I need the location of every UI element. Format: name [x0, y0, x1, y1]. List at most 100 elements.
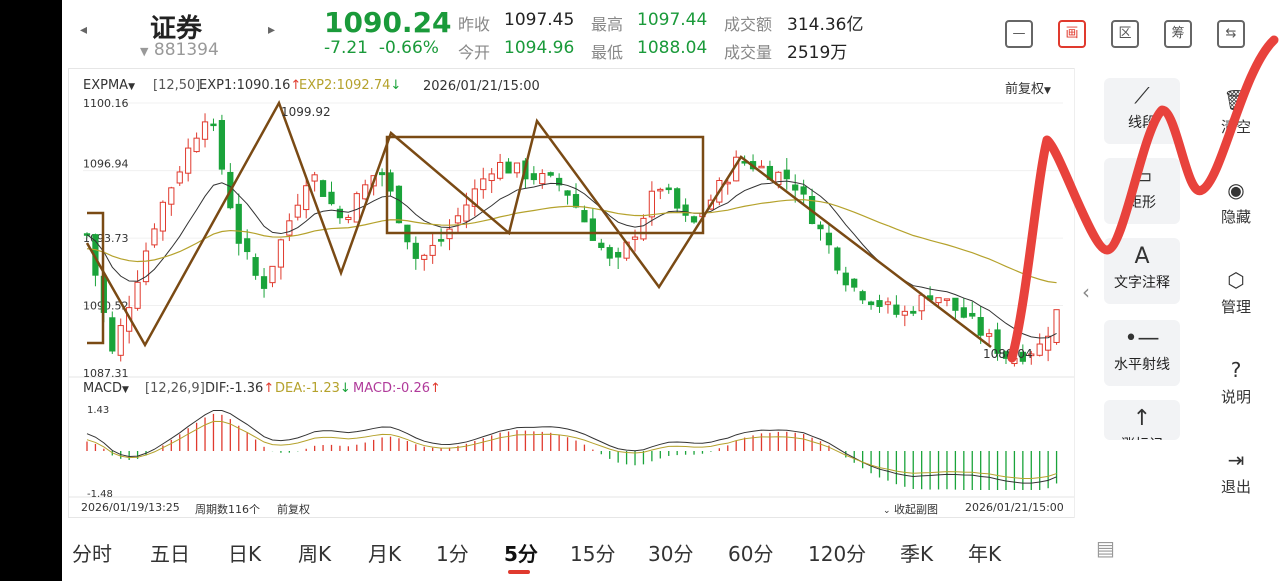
y-tick-label: 1087.31	[83, 367, 129, 380]
period-tab[interactable]: 1分	[436, 542, 469, 566]
side-action-label: 退出	[1220, 478, 1251, 496]
side-action-label: 清空	[1220, 118, 1251, 136]
candle-down	[606, 247, 613, 259]
draw-tool-text-annotation[interactable]: A 文字注释	[1104, 238, 1180, 304]
period-tab[interactable]: 月K	[368, 542, 402, 566]
period-tab[interactable]: 五日	[150, 542, 190, 566]
side-action-help[interactable]: ? 说明	[1208, 358, 1264, 407]
eye-icon: ◉	[1227, 178, 1245, 202]
main-indicator-name: EXPMA	[83, 78, 129, 93]
period-tab[interactable]: 周K	[298, 542, 332, 566]
prev-stock-icon[interactable]: ◂	[80, 22, 88, 38]
candle-up	[935, 297, 942, 304]
up-arrow-icon: ↑	[429, 381, 441, 396]
draw-tool-horizontal-ray[interactable]: •— 水平射线	[1104, 320, 1180, 386]
candle-down	[792, 184, 799, 191]
side-action-eye[interactable]: ◉ 隐藏	[1208, 178, 1264, 227]
candle-up	[142, 250, 150, 283]
candle-up	[648, 190, 655, 218]
kline-chart-panel[interactable]: EXPMA▼ [12,50] EXP1:1090.16↑ EXP2:1092.7…	[68, 68, 1080, 518]
candle-down	[800, 186, 807, 195]
candle-up	[117, 325, 124, 356]
current-price: 1090.24	[324, 6, 452, 39]
dea-line	[86, 420, 1057, 479]
macd-text: MACD:-0.26	[353, 381, 430, 396]
drawing-icon[interactable]: 画	[1058, 20, 1086, 48]
period-tab[interactable]: 年K	[968, 542, 1002, 566]
quote-value: 1088.04	[637, 38, 708, 58]
candle-down	[210, 123, 217, 127]
period-tab[interactable]: 分时	[72, 542, 112, 566]
stock-code-selector[interactable]: ▼ 881394	[140, 40, 219, 60]
side-action-label: 说明	[1220, 388, 1251, 406]
candle-down	[859, 291, 866, 301]
draw-tool-label: 涨标记	[1104, 434, 1180, 440]
exp1-text: EXP1:1090.16	[199, 78, 291, 93]
peak-price-label: 1099.92	[281, 105, 331, 119]
candle-down	[328, 191, 335, 205]
dif-text: DIF:-1.36	[205, 381, 264, 396]
candle-up	[918, 294, 925, 312]
period-tab[interactable]: 120分	[808, 542, 867, 566]
side-action-exit[interactable]: ⇥ 退出	[1208, 448, 1264, 497]
end-time: 2026/01/21/15:00	[965, 501, 1064, 514]
candle-up	[539, 173, 546, 185]
candle-down	[952, 297, 959, 311]
candle-down	[252, 257, 259, 276]
kline-chart-canvas[interactable]: 1100.161096.941093.731090.521087.311099.…	[69, 69, 1079, 517]
exp1-value: EXP1:1090.16↑	[199, 78, 301, 93]
candle-up	[353, 193, 360, 223]
main-indicator-params: [12,50]	[153, 78, 201, 93]
candle-down	[589, 218, 596, 241]
up-arrow-icon: ↑	[290, 78, 302, 93]
side-action-settings[interactable]: ⬡ 管理	[1208, 268, 1264, 317]
candle-down	[876, 300, 883, 307]
draw-tool-line-segment[interactable]: ⟋ 线段	[1104, 78, 1180, 144]
candle-up	[185, 147, 192, 174]
candle-up	[513, 162, 521, 174]
up-arrow-icon: ↑	[1132, 406, 1152, 431]
period-tab[interactable]: 60分	[728, 542, 774, 566]
app-window: ◂ ▸ 证券 ▼ 881394 1090.24 -7.21 -0.66% 昨收 …	[62, 0, 1280, 581]
main-indicator-selector[interactable]: EXPMA▼	[83, 78, 135, 93]
price-change: -7.21 -0.66%	[324, 38, 439, 58]
collapse-icon: ⌄	[883, 506, 891, 516]
candle-up	[1045, 335, 1052, 351]
period-tab[interactable]: 季K	[900, 542, 934, 566]
side-action-trash[interactable]: 🗑 清空	[1208, 88, 1264, 137]
candle-down	[893, 304, 900, 315]
period-tab[interactable]: 日K	[228, 542, 262, 566]
side-action-label: 管理	[1220, 298, 1251, 316]
draw-tool-rectangle[interactable]: ▭ 矩形	[1104, 158, 1180, 224]
candle-down	[977, 317, 984, 336]
sub-indicator-selector[interactable]: MACD▼	[83, 381, 129, 396]
chip-icon[interactable]: 筹	[1164, 20, 1192, 48]
period-tab[interactable]: 15分	[570, 542, 616, 566]
candle-down	[867, 301, 875, 306]
collapse-toolbar-icon[interactable]: ‹	[1082, 280, 1090, 304]
candle-up	[311, 174, 318, 182]
draw-tool-up-arrow[interactable]: ↑ 涨标记	[1104, 400, 1180, 440]
candle-down	[842, 272, 849, 286]
device-switch-icon[interactable]: ⇆	[1217, 20, 1245, 48]
candle-down	[505, 161, 512, 174]
period-tab[interactable]: 5分	[504, 542, 538, 566]
minus-box-icon[interactable]: —	[1005, 20, 1033, 48]
active-tab-indicator	[508, 570, 530, 574]
candle-up	[345, 216, 352, 221]
candle-down	[960, 307, 967, 318]
collapse-sub-button[interactable]: ⌄ 收起副图	[883, 501, 938, 517]
quote-value: 2519万	[787, 43, 848, 63]
stock-code: 881394	[153, 40, 219, 60]
low-price-label: 1088.04	[983, 347, 1033, 361]
candle-up	[901, 310, 908, 316]
period-tab[interactable]: 30分	[648, 542, 694, 566]
next-stock-icon[interactable]: ▸	[268, 22, 276, 38]
candle-down	[395, 185, 403, 224]
more-icon[interactable]: ▤	[1096, 536, 1115, 560]
quote-label: 最高	[591, 15, 624, 34]
quote-value: 1097.44	[637, 10, 708, 30]
exp2-text: EXP2:1092.74	[299, 78, 391, 93]
zone-icon[interactable]: 区	[1111, 20, 1139, 48]
help-icon: ?	[1230, 358, 1242, 382]
